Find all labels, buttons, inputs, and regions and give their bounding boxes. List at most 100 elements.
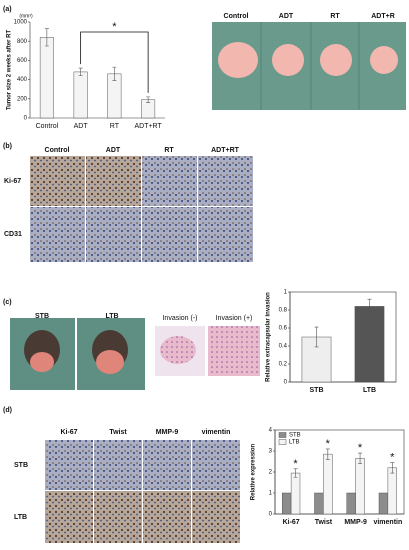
x-tick-label: ADT+RT <box>134 123 162 130</box>
ihc-grid-b <box>30 156 253 262</box>
error-bar <box>112 66 117 81</box>
y-tick-label: 4 <box>269 428 273 434</box>
significance-bracket <box>80 31 149 93</box>
bar <box>314 492 324 515</box>
row-label: LTB <box>14 514 27 521</box>
ihc-image <box>86 207 141 262</box>
bar <box>354 306 385 383</box>
bar <box>39 37 54 119</box>
error-bar <box>44 28 49 47</box>
y-tick-label: 3 <box>269 449 273 455</box>
error-bar <box>367 298 372 314</box>
y-tick-label: 1 <box>284 290 288 296</box>
bar <box>73 71 88 119</box>
image-label: Control <box>224 13 249 20</box>
ihc-image <box>142 156 197 206</box>
ihc-image <box>142 207 197 262</box>
legend-label: STB <box>289 433 301 439</box>
y-tick-label: 0.6 <box>279 326 288 332</box>
bar <box>355 458 365 515</box>
significance-star: * <box>390 451 395 463</box>
image-label: Invasion (-) <box>162 315 197 322</box>
row-label: STB <box>14 462 28 469</box>
legend-swatch <box>278 432 287 438</box>
y-tick-label: 400 <box>17 77 28 83</box>
y-tick-label: 600 <box>17 58 28 64</box>
ihc-image <box>94 440 142 490</box>
significance-star: * <box>293 458 298 470</box>
y-unit: (mm³) <box>19 13 33 19</box>
error-bar <box>314 326 319 348</box>
image-label: STB <box>35 313 49 320</box>
panel-label: (a) <box>3 6 12 13</box>
legend-label: LTB <box>289 440 300 446</box>
row-label: Ki-67 <box>4 178 21 185</box>
image-label: ADT+RT <box>211 147 240 154</box>
tumor <box>30 352 54 372</box>
significance-star: * <box>326 438 331 450</box>
y-tick-label: 0.2 <box>279 362 288 368</box>
x-tick-label: MMP-9 <box>344 519 367 526</box>
y-tick-label: 1 <box>269 491 273 497</box>
photos-c <box>10 318 260 390</box>
ihc-image <box>143 440 191 490</box>
panel-label: (d) <box>3 407 12 414</box>
ihc-image <box>86 156 141 206</box>
image-label: Control <box>45 147 70 154</box>
ihc-image <box>45 440 93 490</box>
tumor <box>218 42 258 78</box>
image-label: MMP-9 <box>156 429 179 436</box>
image-label: Twist <box>109 429 127 436</box>
y-tick-label: 800 <box>17 39 28 45</box>
x-tick-label: Twist <box>315 519 333 526</box>
y-tick-label: 0.8 <box>279 308 288 314</box>
x-tick-label: RT <box>110 123 120 130</box>
image-label: ADT+R <box>371 13 395 20</box>
x-tick-label: Ki-67 <box>283 519 300 526</box>
panel-images <box>10 22 406 543</box>
tissue <box>160 336 196 364</box>
bar <box>387 467 397 515</box>
error-bar <box>293 468 298 478</box>
ihc-image <box>30 207 85 262</box>
legend-swatch <box>278 439 287 445</box>
ihc-image <box>94 491 142 543</box>
y-tick-label: 1000 <box>14 20 28 26</box>
panel-label: (c) <box>3 299 12 306</box>
image-label: Ki-67 <box>60 429 77 436</box>
y-tick-label: 0 <box>269 512 273 518</box>
tumor <box>320 44 352 76</box>
tumor <box>272 44 304 76</box>
ihc-image <box>30 156 85 206</box>
image-label: RT <box>164 147 174 154</box>
bar <box>346 492 356 515</box>
bar <box>290 472 301 515</box>
bar <box>378 492 389 515</box>
image-label: Invasion (+) <box>216 315 253 322</box>
panel-label: (b) <box>3 143 12 150</box>
ihc-image <box>198 207 253 262</box>
tumor <box>370 46 398 74</box>
x-tick-label: LTB <box>363 387 376 394</box>
error-bar <box>358 452 363 464</box>
significance-star: * <box>358 442 363 454</box>
error-bar <box>78 67 83 77</box>
bar <box>323 453 333 515</box>
ihc-image <box>143 491 191 543</box>
y-axis-label: Relative extracapsular invasion <box>266 292 272 382</box>
x-tick-label: ADT <box>74 123 89 130</box>
significance-star: * <box>112 21 117 33</box>
ihc-image <box>192 491 240 543</box>
error-bar <box>146 96 151 103</box>
error-bar <box>390 462 395 474</box>
ihc-grid-d <box>45 440 240 543</box>
y-tick-label: 0 <box>24 116 28 122</box>
row-label: CD31 <box>4 231 22 238</box>
y-tick-label: 200 <box>17 96 28 102</box>
x-tick-label: Control <box>36 123 59 130</box>
histology <box>208 326 260 376</box>
image-label: RT <box>330 13 340 20</box>
y-tick-label: 2 <box>269 470 273 476</box>
image-label: LTB <box>105 313 118 320</box>
